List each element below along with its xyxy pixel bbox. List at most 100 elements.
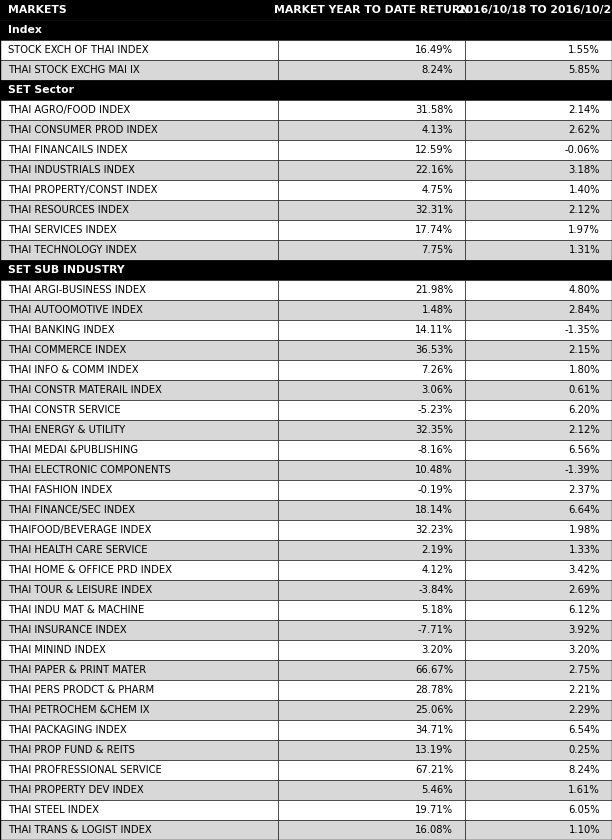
Bar: [0, 60, 278, 80]
Bar: [465, 60, 612, 80]
Text: THAI STOCK EXCHG MAI IX: THAI STOCK EXCHG MAI IX: [8, 65, 140, 75]
Text: 1.97%: 1.97%: [569, 225, 600, 235]
Text: 34.71%: 34.71%: [416, 725, 453, 735]
Text: THAI INDU MAT & MACHINE: THAI INDU MAT & MACHINE: [8, 605, 144, 615]
Text: SET SUB INDUSTRY: SET SUB INDUSTRY: [8, 265, 125, 275]
Text: -8.16%: -8.16%: [418, 445, 453, 455]
Text: 32.23%: 32.23%: [416, 525, 453, 535]
Text: 1.33%: 1.33%: [569, 545, 600, 555]
Bar: [465, 420, 612, 440]
Bar: [278, 120, 465, 140]
Text: 21.98%: 21.98%: [415, 285, 453, 295]
Bar: [0, 800, 278, 820]
Text: -7.71%: -7.71%: [418, 625, 453, 635]
Text: THAI FASHION INDEX: THAI FASHION INDEX: [8, 485, 113, 495]
Bar: [0, 720, 278, 740]
Bar: [465, 440, 612, 460]
Text: THAI BANKING INDEX: THAI BANKING INDEX: [8, 325, 114, 335]
Bar: [278, 740, 465, 760]
Bar: [278, 720, 465, 740]
Bar: [0, 480, 278, 500]
Bar: [0, 220, 278, 240]
Bar: [0, 340, 278, 360]
Text: 16.08%: 16.08%: [416, 825, 453, 835]
Text: 67.21%: 67.21%: [415, 765, 453, 775]
Bar: [465, 320, 612, 340]
Bar: [278, 60, 465, 80]
Text: 1.55%: 1.55%: [569, 45, 600, 55]
Text: 22.16%: 22.16%: [415, 165, 453, 175]
Text: 2.14%: 2.14%: [569, 105, 600, 115]
Text: 3.42%: 3.42%: [569, 565, 600, 575]
Bar: [465, 300, 612, 320]
Text: 6.20%: 6.20%: [569, 405, 600, 415]
Bar: [465, 680, 612, 700]
Bar: [278, 580, 465, 600]
Text: THAI TRANS & LOGIST INDEX: THAI TRANS & LOGIST INDEX: [8, 825, 152, 835]
Bar: [278, 100, 465, 120]
Bar: [465, 40, 612, 60]
Bar: [278, 700, 465, 720]
Bar: [278, 400, 465, 420]
Text: 28.78%: 28.78%: [416, 685, 453, 695]
Text: 18.14%: 18.14%: [416, 505, 453, 515]
Bar: [465, 700, 612, 720]
Text: 2.75%: 2.75%: [569, 665, 600, 675]
Text: THAI CONSTR MATERAIL INDEX: THAI CONSTR MATERAIL INDEX: [8, 385, 162, 395]
Text: THAI INFO & COMM INDEX: THAI INFO & COMM INDEX: [8, 365, 139, 375]
Text: 3.18%: 3.18%: [569, 165, 600, 175]
Bar: [278, 0, 465, 20]
Text: THAI PROFRESSIONAL SERVICE: THAI PROFRESSIONAL SERVICE: [8, 765, 162, 775]
Bar: [278, 560, 465, 580]
Bar: [465, 240, 612, 260]
Bar: [278, 40, 465, 60]
Bar: [465, 760, 612, 780]
Text: 14.11%: 14.11%: [415, 325, 453, 335]
Bar: [278, 620, 465, 640]
Text: 2.62%: 2.62%: [569, 125, 600, 135]
Bar: [465, 220, 612, 240]
Bar: [0, 40, 278, 60]
Text: 2.29%: 2.29%: [569, 705, 600, 715]
Text: 1.48%: 1.48%: [422, 305, 453, 315]
Bar: [0, 120, 278, 140]
Text: 1.10%: 1.10%: [569, 825, 600, 835]
Bar: [278, 520, 465, 540]
Bar: [465, 380, 612, 400]
Bar: [0, 420, 278, 440]
Bar: [465, 520, 612, 540]
Bar: [0, 740, 278, 760]
Text: THAI ENERGY & UTILITY: THAI ENERGY & UTILITY: [8, 425, 125, 435]
Bar: [0, 700, 278, 720]
Text: MARKET YEAR TO DATE RETURN: MARKET YEAR TO DATE RETURN: [274, 5, 469, 15]
Text: 5.18%: 5.18%: [422, 605, 453, 615]
Bar: [278, 360, 465, 380]
Bar: [0, 620, 278, 640]
Text: 19.71%: 19.71%: [415, 805, 453, 815]
Text: -1.35%: -1.35%: [565, 325, 600, 335]
Bar: [0, 760, 278, 780]
Text: -5.23%: -5.23%: [418, 405, 453, 415]
Text: 36.53%: 36.53%: [416, 345, 453, 355]
Bar: [0, 280, 278, 300]
Text: THAI TECHNOLOGY INDEX: THAI TECHNOLOGY INDEX: [8, 245, 136, 255]
Text: -0.06%: -0.06%: [565, 145, 600, 155]
Bar: [465, 100, 612, 120]
Bar: [465, 480, 612, 500]
Bar: [0, 200, 278, 220]
Text: 16.49%: 16.49%: [415, 45, 453, 55]
Text: THAI PACKAGING INDEX: THAI PACKAGING INDEX: [8, 725, 127, 735]
Bar: [465, 340, 612, 360]
Text: 31.58%: 31.58%: [416, 105, 453, 115]
Text: 5.85%: 5.85%: [569, 65, 600, 75]
Bar: [465, 560, 612, 580]
Text: 6.64%: 6.64%: [569, 505, 600, 515]
Bar: [0, 440, 278, 460]
Text: 1.31%: 1.31%: [569, 245, 600, 255]
Bar: [465, 780, 612, 800]
Bar: [465, 660, 612, 680]
Bar: [278, 780, 465, 800]
Text: THAI CONSTR SERVICE: THAI CONSTR SERVICE: [8, 405, 121, 415]
Bar: [0, 180, 278, 200]
Text: 4.75%: 4.75%: [422, 185, 453, 195]
